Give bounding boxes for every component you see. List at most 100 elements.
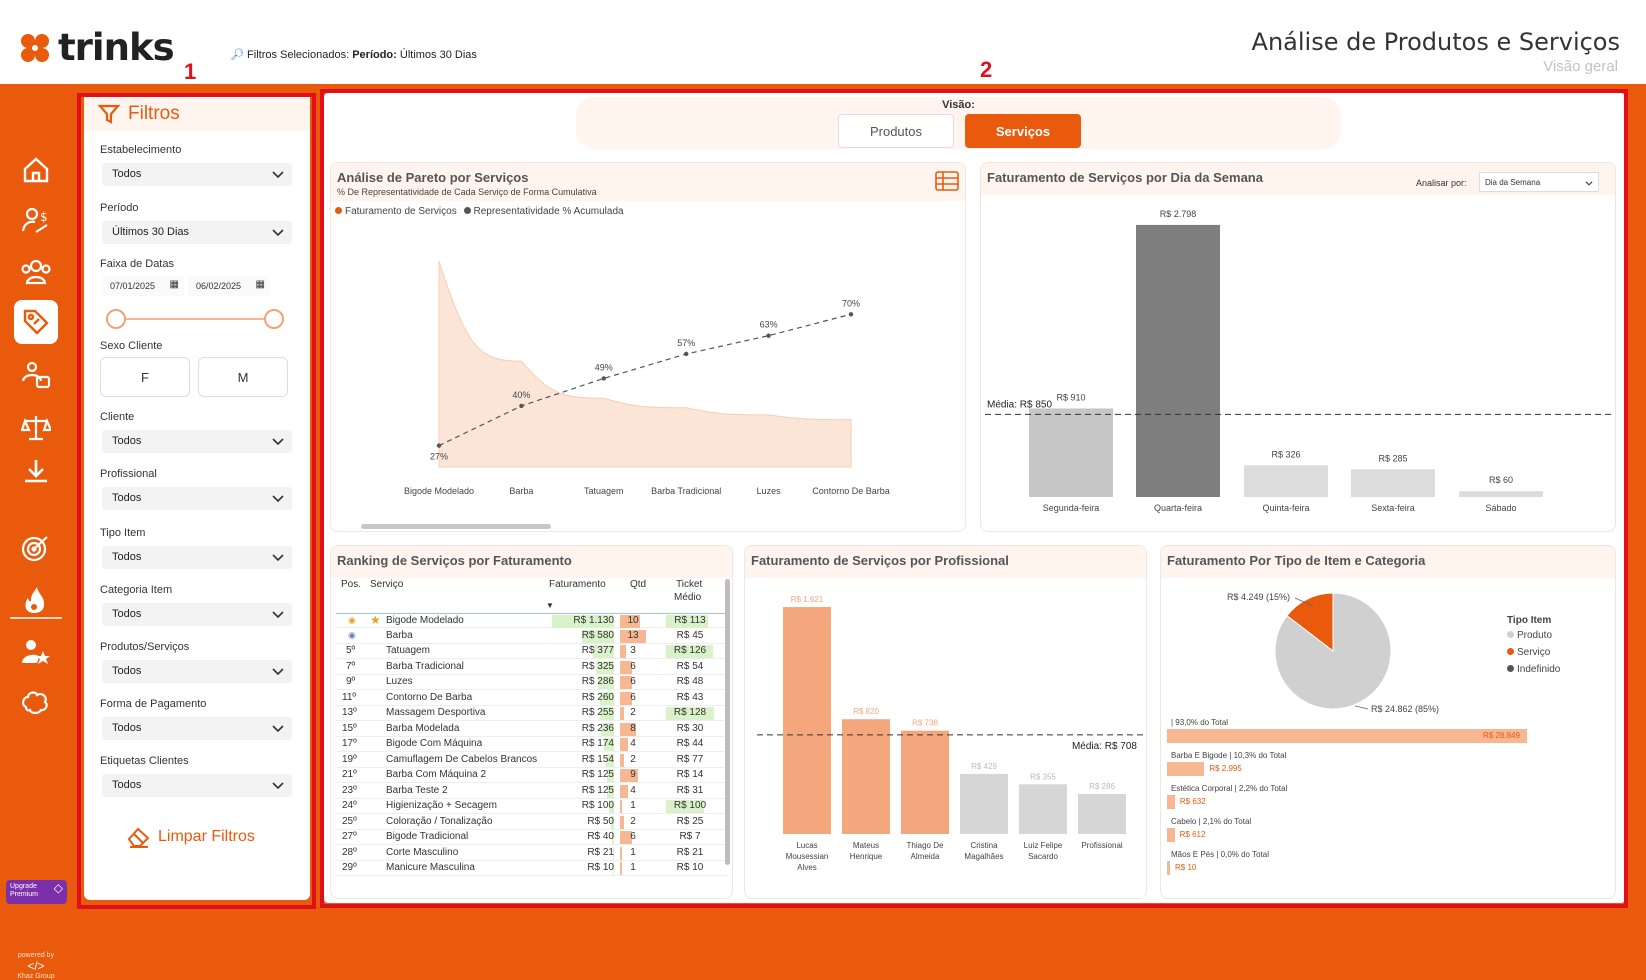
ticket-value: R$ 54 bbox=[676, 660, 704, 672]
cumulative-point bbox=[684, 351, 689, 357]
trinks-logo[interactable]: trinks bbox=[18, 26, 175, 69]
chevron-down-icon bbox=[272, 438, 284, 446]
col-ticket-line1[interactable]: Ticket bbox=[676, 579, 703, 590]
col-servico[interactable]: Serviço bbox=[370, 579, 404, 590]
sexo-m-button[interactable]: M bbox=[198, 357, 288, 397]
team-icon[interactable] bbox=[18, 254, 54, 290]
table-row[interactable]: ◉ ★ Bigode Modelado R$ 1.130 10 R$ 113 bbox=[336, 613, 728, 628]
ticket-value: R$ 128 bbox=[673, 707, 707, 718]
diamond-icon: ◇ bbox=[53, 881, 63, 895]
tab-servicos[interactable]: Serviços bbox=[965, 114, 1081, 148]
category-bar[interactable] bbox=[1167, 861, 1170, 875]
profissional-select[interactable]: Todos bbox=[102, 487, 292, 510]
cumulative-line bbox=[438, 313, 852, 447]
target-icon[interactable] bbox=[18, 530, 54, 566]
slider-end-handle[interactable] bbox=[264, 309, 284, 329]
average-label: Média: R$ 850 bbox=[987, 399, 1052, 410]
table-row[interactable]: 13º Massagem Desportiva R$ 255 2 R$ 128 bbox=[336, 706, 728, 721]
servico-name: Corte Masculino bbox=[386, 846, 459, 858]
servico-name: Manicure Masculina bbox=[386, 862, 475, 873]
download-icon[interactable] bbox=[18, 454, 54, 490]
fire-icon[interactable] bbox=[18, 582, 54, 618]
clear-filters-button[interactable]: Limpar Filtros bbox=[126, 825, 255, 849]
upgrade-premium-button[interactable]: Upgrade Premium ◇ bbox=[6, 880, 67, 904]
tab-produtos[interactable]: Produtos bbox=[838, 114, 954, 148]
sexo-f-button[interactable]: F bbox=[100, 357, 190, 397]
vertical-scrollbar[interactable] bbox=[725, 579, 730, 865]
faturamento-value: R$ 325 bbox=[581, 660, 614, 672]
table-row[interactable]: 29º Manicure Masculina R$ 10 1 R$ 10 bbox=[336, 861, 728, 876]
tag-icon[interactable] bbox=[14, 300, 58, 344]
selected-filters-period-label: Período: bbox=[352, 49, 400, 61]
brain-icon[interactable] bbox=[18, 686, 54, 722]
categoria-item-select[interactable]: Todos bbox=[102, 603, 292, 626]
table-row[interactable]: 21º Barba Com Máquina 2 R$ 125 9 R$ 14 bbox=[336, 768, 728, 783]
ticket-value: R$ 14 bbox=[676, 769, 704, 780]
chevron-down-icon bbox=[272, 725, 284, 733]
prof-tick-label: Almeida bbox=[911, 852, 940, 861]
slider-start-handle[interactable] bbox=[106, 309, 126, 329]
prof-tick-label: Alves bbox=[797, 863, 817, 872]
category-bar[interactable] bbox=[1167, 828, 1175, 842]
qtd-value: 6 bbox=[630, 691, 636, 703]
category-bar[interactable] bbox=[1167, 762, 1205, 776]
table-row[interactable]: 27º Bigode Tradicional R$ 40 6 R$ 7 bbox=[336, 830, 728, 845]
table-row[interactable]: 7º Barba Tradicional R$ 325 6 R$ 54 bbox=[336, 660, 728, 675]
table-row[interactable]: 15º Barba Modelada R$ 236 8 R$ 30 bbox=[336, 722, 728, 737]
date-range-slider[interactable] bbox=[116, 318, 276, 320]
horizontal-scrollbar[interactable] bbox=[361, 524, 551, 529]
chevron-down-icon bbox=[272, 611, 284, 619]
ticket-value: R$ 21 bbox=[676, 846, 704, 858]
home-icon[interactable] bbox=[18, 152, 54, 188]
ticket-value: R$ 43 bbox=[676, 691, 704, 703]
table-row[interactable]: 11º Contorno De Barba R$ 260 6 R$ 43 bbox=[336, 691, 728, 706]
faturamento-value: R$ 21 bbox=[587, 846, 614, 858]
group-gear-icon[interactable] bbox=[18, 356, 54, 392]
category-bar[interactable] bbox=[1167, 795, 1175, 809]
pareto-title: Análise de Pareto por Serviços bbox=[337, 170, 529, 185]
qtd-value: 6 bbox=[630, 831, 636, 842]
table-row[interactable]: 5º Tatuagem R$ 377 3 R$ 126 bbox=[336, 644, 728, 659]
col-pos[interactable]: Pos. bbox=[341, 579, 362, 590]
servico-name: Massagem Desportiva bbox=[386, 707, 486, 718]
table-row[interactable]: 9º Luzes R$ 286 6 R$ 48 bbox=[336, 675, 728, 690]
pie-leader-line bbox=[1354, 705, 1369, 710]
col-ticket-line2[interactable]: Médio bbox=[674, 592, 702, 603]
periodo-select[interactable]: Últimos 30 Dias bbox=[102, 221, 292, 244]
produtos-servicos-select[interactable]: Todos bbox=[102, 660, 292, 683]
table-row[interactable]: 23º Barba Teste 2 R$ 125 4 R$ 31 bbox=[336, 784, 728, 799]
table-view-icon[interactable] bbox=[935, 171, 959, 191]
estabelecimento-select[interactable]: Todos bbox=[102, 163, 292, 186]
date-end-input[interactable]: 06/02/2025 ▦ bbox=[188, 276, 270, 296]
pagamento-select[interactable]: Todos bbox=[102, 717, 292, 740]
eraser-icon bbox=[127, 827, 150, 848]
tipo-item-select[interactable]: Todos bbox=[102, 546, 292, 569]
qtd-value: 3 bbox=[630, 645, 636, 656]
table-row[interactable]: 25º Coloração / Tonalização R$ 50 2 R$ 25 bbox=[336, 815, 728, 830]
table-row[interactable]: ◉ Barba R$ 580 13 R$ 45 bbox=[336, 629, 728, 644]
qtd-value: 1 bbox=[630, 846, 636, 858]
table-row[interactable]: 24º Higienização + Secagem R$ 100 1 R$ 100 bbox=[336, 799, 728, 814]
category-bar[interactable] bbox=[1167, 729, 1527, 743]
cumulative-label: 57% bbox=[677, 338, 695, 348]
table-row[interactable]: 28º Corte Masculino R$ 21 1 R$ 21 bbox=[336, 846, 728, 861]
cumulative-label: 40% bbox=[512, 390, 530, 400]
table-row[interactable]: 17º Bigode Com Máquina R$ 174 4 R$ 44 bbox=[336, 737, 728, 752]
date-start-input[interactable]: 07/01/2025 ▦ bbox=[102, 276, 184, 296]
analisar-por-select[interactable]: Dia da Semana bbox=[1479, 172, 1599, 192]
user-money-icon[interactable]: $ bbox=[18, 202, 54, 238]
chevron-down-icon bbox=[272, 171, 284, 179]
pareto-subtitle: % De Representatividade de Cada Serviço … bbox=[337, 187, 597, 197]
legend-cumulative: Representatividade % Acumulada bbox=[473, 206, 624, 217]
scale-icon[interactable] bbox=[18, 410, 54, 446]
cliente-select[interactable]: Todos bbox=[102, 430, 292, 453]
col-faturamento[interactable]: Faturamento bbox=[549, 579, 606, 590]
ticket-bar bbox=[666, 615, 709, 628]
dia-semana-title: Faturamento de Serviços por Dia da Seman… bbox=[987, 170, 1263, 185]
col-qtd[interactable]: Qtd bbox=[630, 579, 647, 590]
etiquetas-select[interactable]: Todos bbox=[102, 774, 292, 797]
table-row[interactable]: 19º Camuflagem De Cabelos Brancos R$ 154 2 R… bbox=[336, 753, 728, 768]
prof-bar bbox=[1078, 793, 1126, 834]
ticket-value: R$ 31 bbox=[676, 784, 704, 796]
star-user-icon[interactable] bbox=[18, 634, 54, 670]
